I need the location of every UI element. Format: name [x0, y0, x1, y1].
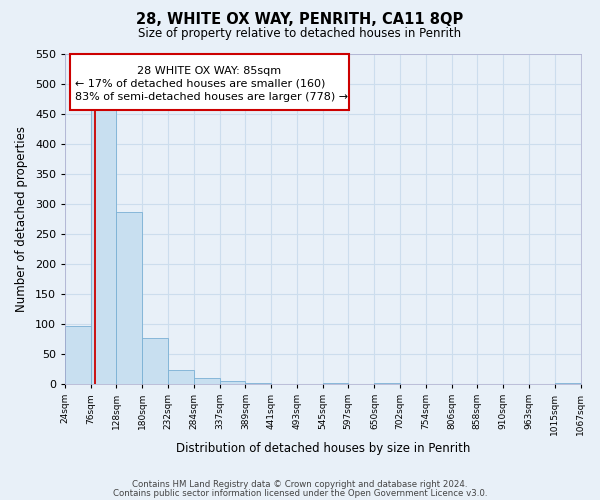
Text: 28 WHITE OX WAY: 85sqm: 28 WHITE OX WAY: 85sqm: [137, 66, 281, 76]
Text: 83% of semi-detached houses are larger (778) →: 83% of semi-detached houses are larger (…: [76, 92, 349, 102]
Bar: [91, 108, 116, 384]
Bar: [65, 326, 91, 384]
Bar: [168, 370, 194, 384]
Bar: [194, 378, 220, 384]
Y-axis label: Number of detached properties: Number of detached properties: [15, 126, 28, 312]
Bar: [220, 381, 245, 384]
Bar: [374, 382, 400, 384]
Bar: [116, 212, 142, 384]
Bar: [142, 338, 168, 384]
Text: Contains HM Land Registry data © Crown copyright and database right 2024.: Contains HM Land Registry data © Crown c…: [132, 480, 468, 489]
Text: ← 17% of detached houses are smaller (160): ← 17% of detached houses are smaller (16…: [76, 78, 326, 88]
Text: Contains public sector information licensed under the Open Government Licence v3: Contains public sector information licen…: [113, 488, 487, 498]
Text: Size of property relative to detached houses in Penrith: Size of property relative to detached ho…: [139, 28, 461, 40]
Bar: [555, 382, 581, 384]
Bar: [323, 382, 348, 384]
FancyBboxPatch shape: [70, 54, 349, 110]
X-axis label: Distribution of detached houses by size in Penrith: Distribution of detached houses by size …: [176, 442, 470, 455]
Text: 28, WHITE OX WAY, PENRITH, CA11 8QP: 28, WHITE OX WAY, PENRITH, CA11 8QP: [136, 12, 464, 28]
